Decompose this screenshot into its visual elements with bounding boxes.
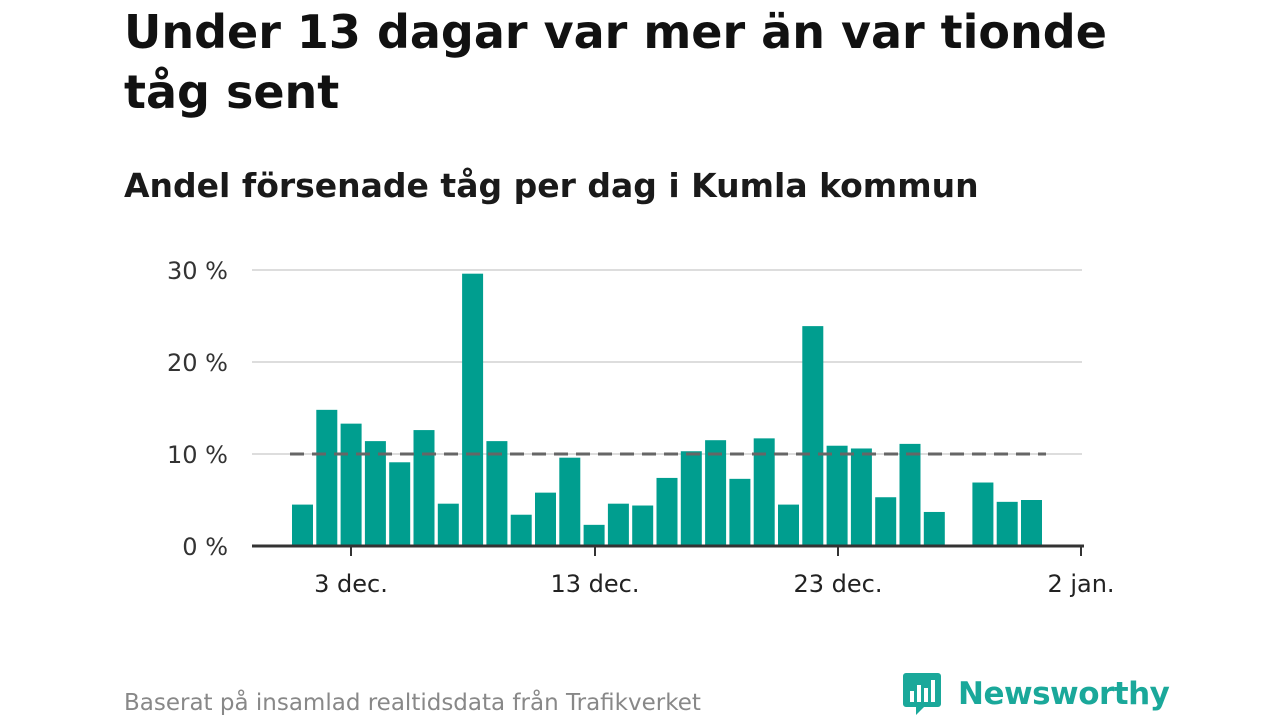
brand-logo[interactable]: Newsworthy — [902, 670, 1170, 718]
bar — [680, 451, 702, 546]
bar — [316, 409, 338, 546]
x-tick-label: 3 dec. — [314, 570, 388, 598]
bar — [292, 504, 313, 546]
grid-lines — [252, 269, 1082, 455]
bar — [486, 441, 508, 546]
source-note: Baserat på insamlad realtidsdata från Tr… — [124, 690, 701, 716]
chart-subtitle: Andel försenade tåg per dag i Kumla komm… — [124, 166, 979, 205]
y-tick-label: 20 % — [167, 349, 228, 377]
bar — [1021, 500, 1042, 546]
newsworthy-logo-icon — [903, 673, 941, 715]
bar — [923, 511, 945, 546]
bar — [510, 514, 532, 546]
bars — [292, 273, 1042, 546]
bar — [729, 478, 751, 546]
bar — [850, 448, 872, 546]
bar — [996, 501, 1018, 546]
bar — [583, 524, 605, 546]
bar — [437, 503, 459, 546]
y-tick-labels: 0 % 10 % 20 % 30 % — [167, 257, 228, 561]
x-tick-label: 23 dec. — [794, 570, 883, 598]
bar — [389, 462, 411, 546]
bar — [413, 430, 435, 546]
x-tick-label: 2 jan. — [1047, 570, 1114, 598]
bar — [778, 504, 799, 546]
bar — [559, 457, 581, 546]
bar — [656, 477, 678, 546]
bar — [364, 441, 386, 546]
bar — [972, 482, 994, 546]
x-tick-labels: 3 dec. 13 dec. 23 dec. 2 jan. — [314, 570, 1114, 598]
bar — [632, 505, 654, 546]
chart-title: Under 13 dagar var mer än var tionde tåg… — [124, 5, 1107, 119]
bar — [899, 443, 921, 546]
bar — [340, 423, 362, 546]
bar — [535, 492, 556, 546]
bar — [705, 440, 727, 546]
bar — [826, 445, 848, 546]
y-tick-label: 0 % — [182, 533, 228, 561]
bar — [802, 326, 824, 546]
bar — [753, 438, 775, 546]
x-tick-label: 13 dec. — [551, 570, 640, 598]
bar — [875, 497, 897, 546]
y-tick-label: 30 % — [167, 257, 228, 285]
y-tick-label: 10 % — [167, 441, 228, 469]
brand-name: Newsworthy — [958, 676, 1170, 712]
bar — [462, 273, 484, 546]
x-axis — [252, 544, 1084, 556]
bar — [607, 503, 629, 546]
